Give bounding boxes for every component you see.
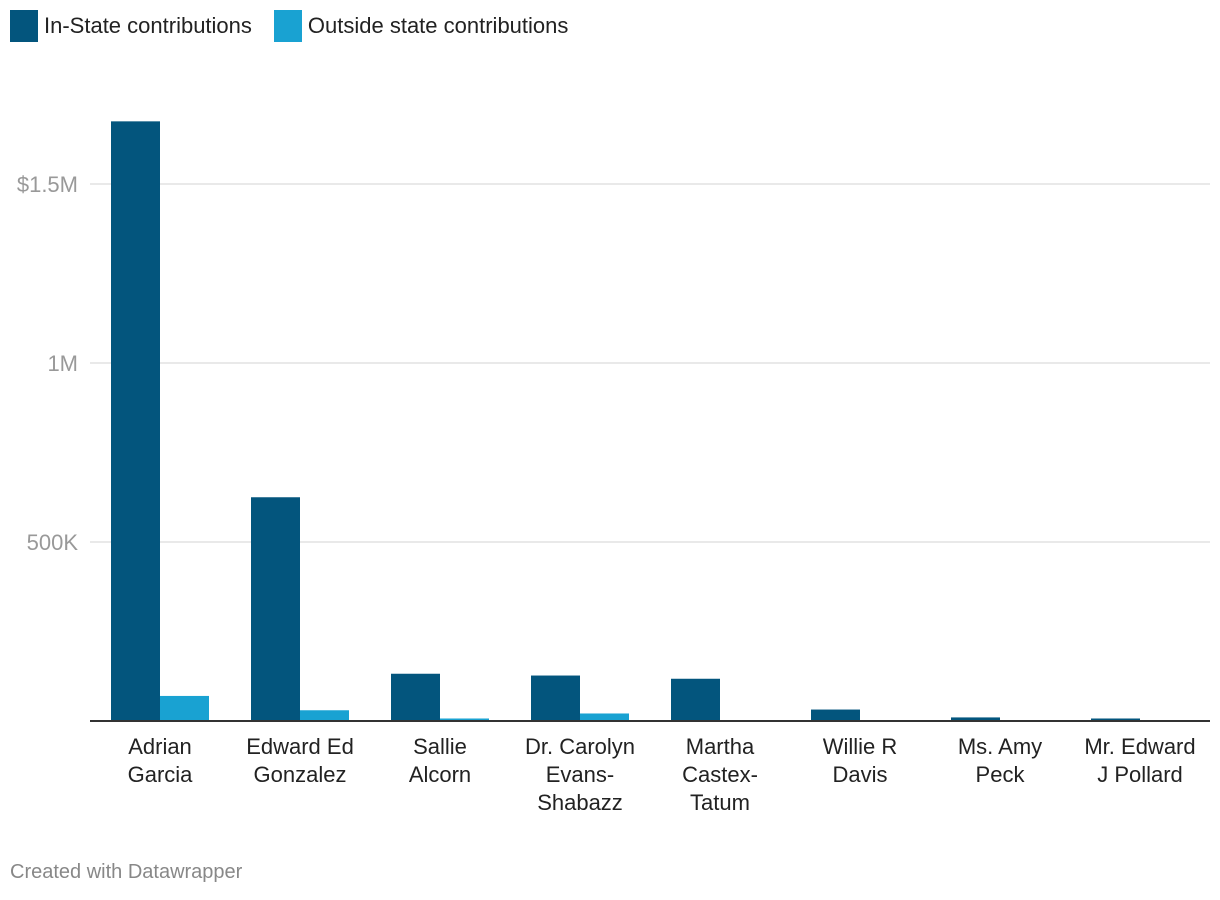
x-category-label-5: Willie R Davis — [823, 734, 898, 787]
x-category-label-line: Mr. Edward — [1084, 734, 1195, 759]
x-category-label-4: Martha Castex- Tatum — [682, 734, 758, 815]
bar-in-state-0 — [111, 121, 160, 722]
bar-in-state-5 — [811, 709, 860, 721]
legend-item-outside-state: Outside state contributions — [273, 10, 569, 42]
bar-in-state-4 — [671, 678, 720, 721]
bar-in-state-7 — [1091, 718, 1140, 721]
x-category-label-line: Shabazz — [537, 790, 623, 815]
x-category-label-line: Gonzalez — [254, 762, 347, 787]
x-category-label-line: Sallie — [413, 734, 467, 759]
bar-in-state-6 — [951, 717, 1000, 721]
credit-footer: Created with Datawrapper — [10, 861, 243, 883]
x-category-label-line: Garcia — [128, 762, 194, 787]
x-category-label-line: Castex- — [682, 762, 758, 787]
bar-in-state-3 — [531, 675, 580, 721]
x-category-label-line: Peck — [976, 762, 1026, 787]
x-category-label-line: Dr. Carolyn — [525, 734, 635, 759]
x-category-label-7: Mr. Edward J Pollard — [1084, 734, 1195, 787]
x-category-label-line: Davis — [832, 762, 887, 787]
legend-swatch-outside-state — [273, 10, 302, 42]
x-category-label-3: Dr. Carolyn Evans- Shabazz — [525, 734, 635, 815]
legend-swatch-in-state — [10, 10, 38, 42]
x-category-label-line: Edward Ed — [246, 734, 354, 759]
x-category-label-0: Adrian Garcia — [128, 734, 194, 787]
x-category-label-2: Sallie Alcorn — [409, 734, 471, 787]
x-category-label-line: Willie R — [823, 734, 898, 759]
legend-label-in-state: In-State contributions — [44, 13, 252, 38]
chart-legend: In-State contributions Outside state con… — [10, 10, 590, 42]
x-category-label-line: Tatum — [690, 790, 750, 815]
legend-item-in-state: In-State contributions — [10, 10, 252, 42]
x-category-label-line: Martha — [686, 734, 755, 759]
y-tick-label-0: 500K — [27, 530, 79, 555]
x-category-label-line: Ms. Amy — [958, 734, 1042, 759]
bar-in-state-2 — [391, 673, 440, 721]
x-category-label-1: Edward Ed Gonzalez — [246, 734, 354, 787]
x-category-label-line: Adrian — [128, 734, 192, 759]
y-tick-label-2: $1.5M — [17, 172, 78, 197]
bar-outside-state-2 — [440, 718, 489, 721]
x-category-label-line: Evans- — [546, 762, 614, 787]
bar-in-state-1 — [251, 497, 300, 721]
bar-outside-state-0 — [160, 695, 209, 721]
x-category-label-line: J Pollard — [1097, 762, 1183, 787]
x-category-label-6: Ms. Amy Peck — [958, 734, 1042, 787]
bar-outside-state-3 — [580, 713, 629, 721]
legend-label-outside-state: Outside state contributions — [307, 13, 569, 38]
y-tick-label-1: 1M — [47, 351, 78, 376]
bar-outside-state-1 — [300, 710, 349, 721]
x-category-label-line: Alcorn — [409, 762, 471, 787]
